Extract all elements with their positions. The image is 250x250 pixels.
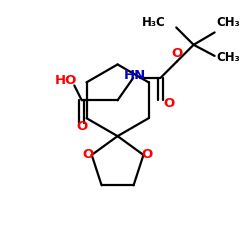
Text: H₃C: H₃C bbox=[142, 16, 166, 28]
Text: HN: HN bbox=[123, 68, 146, 82]
Text: O: O bbox=[163, 98, 174, 110]
Text: O: O bbox=[76, 120, 87, 134]
Text: O: O bbox=[142, 148, 153, 162]
Text: O: O bbox=[171, 47, 182, 60]
Text: CH₃: CH₃ bbox=[216, 16, 240, 30]
Text: HO: HO bbox=[54, 74, 77, 87]
Text: O: O bbox=[82, 148, 94, 162]
Text: CH₃: CH₃ bbox=[216, 51, 240, 64]
